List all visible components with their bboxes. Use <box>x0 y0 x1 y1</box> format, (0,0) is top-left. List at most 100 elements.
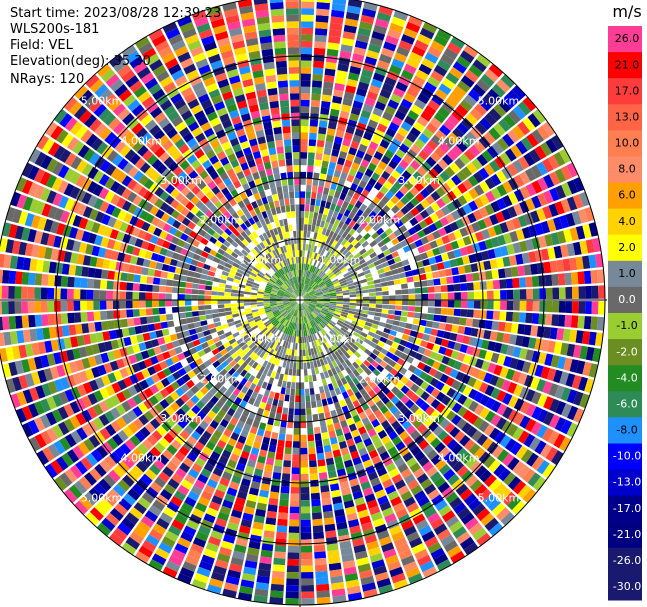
range-gate <box>393 10 409 21</box>
range-gate <box>334 136 343 145</box>
range-gate <box>24 343 34 357</box>
range-gate <box>368 505 381 516</box>
range-gate <box>218 333 227 341</box>
range-gate <box>279 426 287 435</box>
range-gate <box>314 159 322 167</box>
range-gate <box>368 84 381 95</box>
range-gate <box>122 162 134 174</box>
range-gate <box>303 323 307 330</box>
range-gate <box>426 358 435 367</box>
range-gate <box>288 328 293 336</box>
range-gate <box>479 281 487 290</box>
range-gate <box>254 329 262 336</box>
range-gate <box>498 118 511 132</box>
range-gate <box>282 319 288 326</box>
range-gate <box>569 257 578 271</box>
range-gate <box>223 428 233 438</box>
range-gate <box>175 434 186 445</box>
range-gate <box>468 89 482 102</box>
range-gate <box>158 285 166 293</box>
range-gate <box>91 366 101 378</box>
range-gate <box>69 415 81 429</box>
range-gate <box>271 289 278 293</box>
range-gate <box>468 336 477 347</box>
range-gate <box>277 323 283 330</box>
range-gate <box>330 296 337 299</box>
range-gate <box>340 44 353 53</box>
range-gate <box>273 336 279 343</box>
range-gate <box>366 540 380 551</box>
range-gate <box>374 344 383 352</box>
range-gate <box>126 282 134 291</box>
range-gate <box>321 378 328 386</box>
range-gate <box>405 211 415 221</box>
range-gate <box>354 94 366 103</box>
range-gate <box>121 200 132 212</box>
range-gate <box>472 318 480 328</box>
range-gate <box>199 170 209 180</box>
range-gate <box>251 335 258 342</box>
range-gate <box>318 179 325 188</box>
range-gate <box>116 197 127 209</box>
range-gate <box>75 228 85 241</box>
range-gate <box>223 327 231 334</box>
range-gate <box>10 191 21 207</box>
range-gate <box>349 394 358 403</box>
range-gate <box>336 123 347 132</box>
range-gate <box>322 438 331 446</box>
range-gate <box>300 237 303 244</box>
range-gate <box>459 246 468 256</box>
range-gate <box>207 410 217 420</box>
range-gate <box>348 220 356 228</box>
range-gate <box>95 211 105 223</box>
range-gate <box>265 354 272 362</box>
range-gate <box>80 312 88 323</box>
range-gate <box>293 323 297 330</box>
range-gate <box>105 384 116 397</box>
range-gate <box>315 570 328 579</box>
range-gate <box>63 168 75 182</box>
range-gate <box>73 277 82 288</box>
range-gate <box>285 305 292 310</box>
range-gate <box>369 553 384 563</box>
range-gate <box>413 467 425 479</box>
range-gate <box>293 291 298 297</box>
range-gate <box>265 287 272 291</box>
range-gate <box>305 349 309 356</box>
range-gate <box>143 232 153 242</box>
range-gate <box>196 332 205 339</box>
range-gate <box>287 558 299 566</box>
range-gate <box>60 377 70 390</box>
range-gate <box>228 198 237 207</box>
range-gate <box>170 188 180 199</box>
range-gate <box>405 191 415 201</box>
range-gate <box>313 165 321 174</box>
range-gate <box>273 551 286 559</box>
range-gate <box>598 285 605 299</box>
range-gate <box>203 415 213 425</box>
range-gate <box>346 243 354 251</box>
range-gate <box>293 291 298 297</box>
range-gate <box>403 561 418 573</box>
range-gate <box>348 72 360 81</box>
range-gate <box>333 335 340 342</box>
range-gate <box>187 549 202 560</box>
range-gate <box>191 185 201 195</box>
range-gate <box>468 400 479 412</box>
range-gate <box>370 156 380 166</box>
range-gate <box>251 344 258 352</box>
range-gate <box>461 117 474 130</box>
range-gate <box>277 305 284 309</box>
range-gate <box>140 240 150 250</box>
range-gate <box>306 355 310 363</box>
range-gate <box>218 312 226 317</box>
range-gate <box>455 371 465 382</box>
range-gate <box>93 311 101 321</box>
range-gate <box>255 253 263 260</box>
range-gate <box>323 317 330 323</box>
range-gate <box>330 264 337 271</box>
range-gate <box>316 373 321 381</box>
range-gate <box>240 429 249 438</box>
range-gate <box>285 591 299 599</box>
range-gate <box>205 400 215 410</box>
